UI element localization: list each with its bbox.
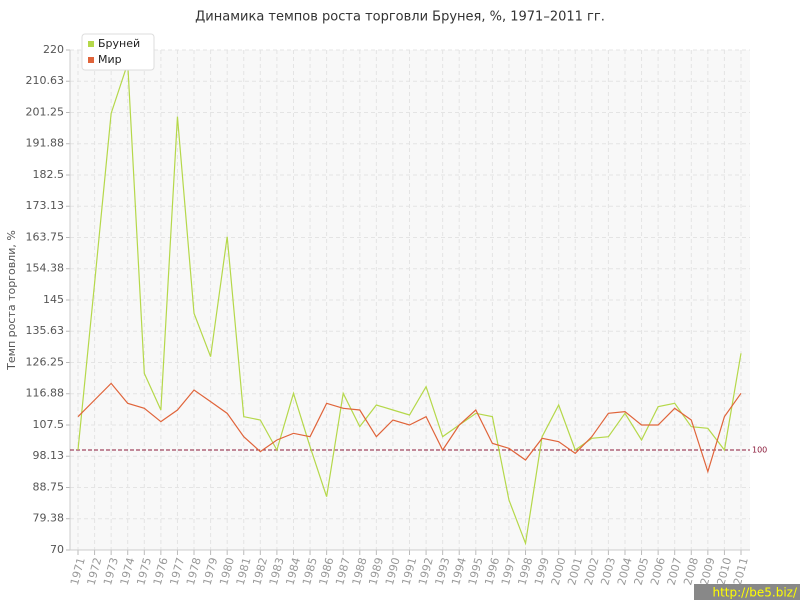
series-line: [77, 63, 742, 546]
y-tick-label: 210.63: [26, 74, 65, 87]
legend-box: [81, 33, 155, 71]
series-line: [77, 382, 742, 474]
watermark-bg: [694, 584, 800, 600]
x-tick-label: 2011: [731, 556, 751, 586]
y-tick-label: 79.38: [33, 512, 65, 525]
y-tick-label: 163.75: [26, 231, 65, 244]
y-tick-label: 220: [43, 43, 64, 56]
y-tick-label: 98.13: [33, 449, 65, 462]
y-tick-label: 191.88: [26, 137, 65, 150]
y-tick-label: 182.5: [33, 168, 65, 181]
legend-swatch: [88, 57, 94, 63]
y-tick-label: 201.25: [26, 106, 65, 119]
chart-title: Динамика темпов роста торговли Брунея, %…: [195, 10, 605, 25]
y-tick-label: 88.75: [33, 481, 65, 494]
legend-label: Мир: [98, 53, 122, 66]
y-tick-label: 154.38: [26, 262, 65, 275]
y-tick-label: 116.88: [26, 387, 65, 400]
y-tick-label: 70: [50, 543, 64, 556]
y-tick-label: 173.13: [26, 199, 65, 212]
legend-swatch: [88, 41, 94, 47]
y-tick-label: 107.5: [33, 418, 65, 431]
reference-label: 100: [752, 446, 767, 455]
legend-label: Бруней: [98, 37, 140, 50]
watermark: http://be5.biz/: [712, 586, 797, 600]
y-tick-label: 145: [43, 293, 64, 306]
y-tick-label: 135.63: [26, 324, 65, 337]
y-axis-label: Темп роста торговли, %: [5, 230, 18, 371]
y-tick-label: 126.25: [26, 356, 65, 369]
